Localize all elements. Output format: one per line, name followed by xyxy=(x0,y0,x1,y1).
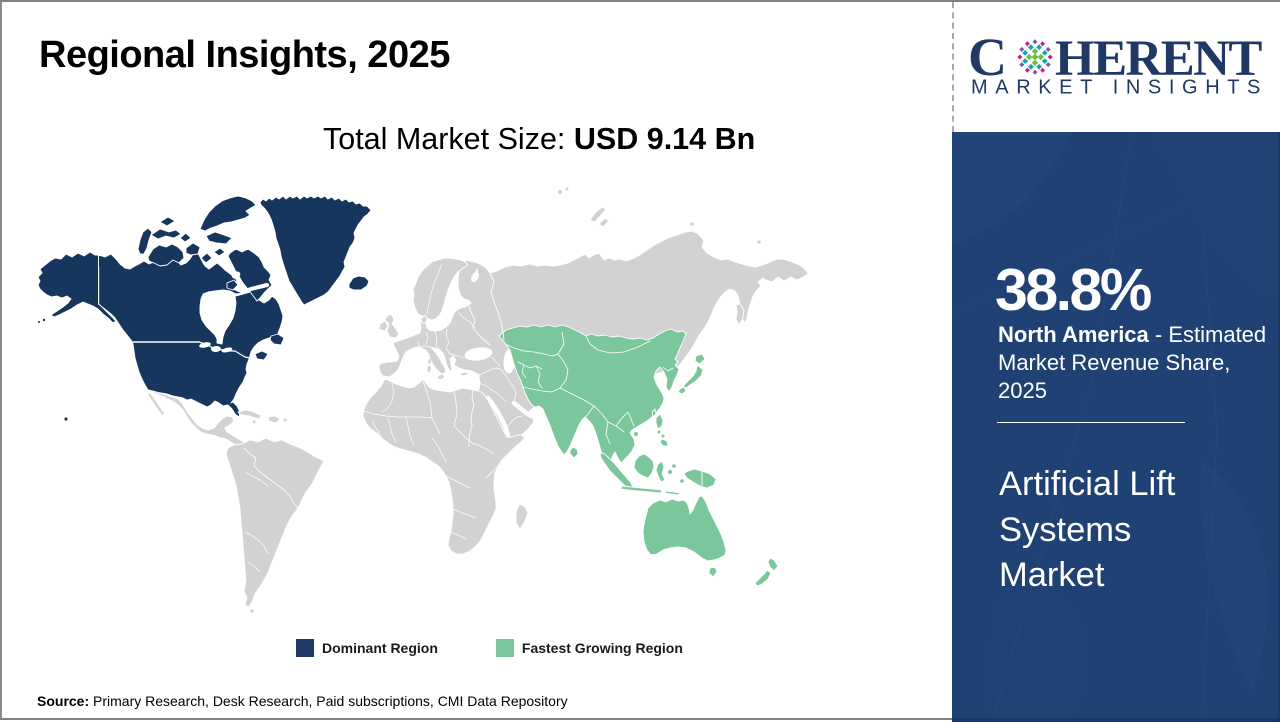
svg-text:MARKET INSIGHTS: MARKET INSIGHTS xyxy=(971,77,1268,99)
svg-text:HERENT: HERENT xyxy=(1055,31,1262,87)
svg-text:C: C xyxy=(968,27,1007,87)
